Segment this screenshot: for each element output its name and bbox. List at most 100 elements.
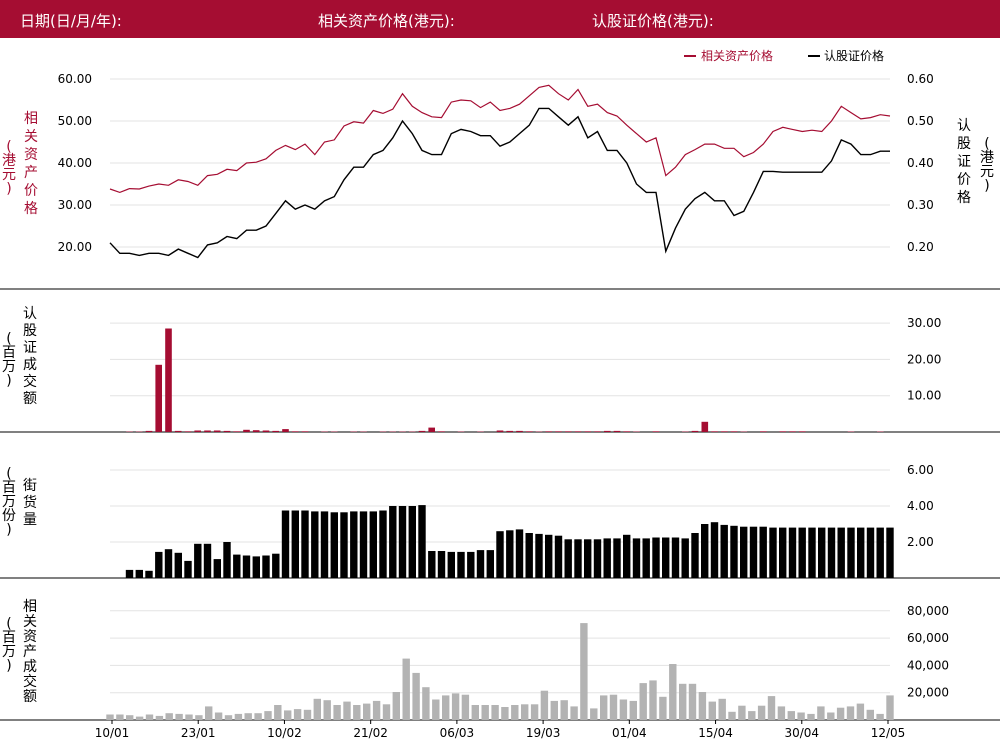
underlying-turnover-bar [570,706,578,720]
outstanding-bar [125,569,134,578]
warrant-turnover-bar [282,429,289,432]
underlying-turnover-bar [165,713,173,720]
outstanding-bar [164,549,173,578]
warrant-turnover-bar [184,431,192,432]
warrant-price-label: 认股证价格(港元): [592,12,714,30]
header-bar: 日期(日/月/年): 相关资产价格(港元): 认股证价格(港元): [0,0,1000,38]
y-tick-label: 20.00 [907,352,941,366]
y-axis-title-right: 认 [957,118,971,134]
warrant-turnover-bar [204,430,211,432]
x-tick-label: 06/03 [440,726,475,740]
outstanding-bar [603,538,611,578]
y-tick-left-label: 50.00 [58,114,92,128]
x-tick-label: 10/01 [95,726,130,740]
outstanding-bar [398,506,407,578]
warrant-turnover-title: 交 [23,373,37,390]
outstanding-bar [554,535,563,578]
warrant-turnover-bar [565,431,572,432]
outstanding-bar [525,533,533,578]
outstanding-bar [584,539,592,578]
y-tick-label: 80,000 [907,604,949,618]
underlying-turnover-bar [175,713,183,720]
warrant-turnover-title: 证 [23,340,37,356]
underlying-price-label: 相关资产价格(港元): [318,12,455,30]
underlying-turnover-bar [382,704,391,720]
outstanding-bar [564,539,572,578]
outstanding-bar [242,555,251,578]
y-axis-title-right: 股 [957,136,971,152]
outstanding-title: 量 [23,512,37,528]
y-tick-label: 6.00 [907,463,934,477]
y-axis-title-right: 证 [957,154,971,170]
warrant-turnover-bar [165,328,172,432]
warrant-turnover-bar [799,431,806,432]
y-tick-label: 60,000 [907,631,949,645]
outstanding-bar [671,537,680,578]
outstanding-bar [730,525,738,578]
warrant-turnover-bar [428,427,435,432]
outstanding-bar [535,533,543,578]
underlying-turnover-bar [471,705,479,720]
underlying-turnover-bar [392,692,400,720]
underlying-turnover-bar [274,705,282,720]
underlying-turnover-bar [313,698,321,720]
underlying-turnover-bar [797,712,805,720]
underlying-turnover-bar [284,710,292,720]
outstanding-title: 街 [23,478,37,494]
underlying-turnover-bar [205,706,213,720]
underlying-turnover-bar [886,695,894,720]
warrant-turnover-bar [506,430,513,432]
warrant-turnover-bar [779,431,787,432]
underlying-turnover-bar [738,705,746,720]
underlying-turnover-bar [264,711,272,720]
outstanding-bar [311,511,319,578]
bar-layer [106,328,894,720]
underlying-turnover-bar [481,705,489,720]
line-layer [109,55,891,259]
warrant-turnover-bar [711,431,718,432]
warrant-turnover-title: 股 [23,323,37,339]
underlying-turnover-bar [827,712,835,720]
outstanding-bar [623,534,631,578]
outstanding-bar [174,552,182,578]
warrant-turnover-bar [174,430,182,432]
warrant-turnover-bar [291,431,299,432]
y-axis-title-left: 产 [24,165,38,181]
outstanding-bar [252,556,260,578]
underlying-turnover-bar [688,683,697,720]
outstanding-bar [320,511,329,578]
y-axis-title-right-unit: 港 [980,150,994,166]
outstanding-bar [642,538,650,578]
underlying-turnover-bar [639,683,647,720]
y-axis-title-right-unit: ( [984,136,989,152]
outstanding-bar [779,527,787,578]
underlying-turnover-bar [560,700,568,720]
outstanding-bar [379,510,387,578]
underlying-turnover-bar [432,699,440,720]
x-tick-label: 15/04 [698,726,733,740]
outstanding-bar [769,527,777,578]
underlying-turnover-bar [600,695,608,720]
underlying-turnover-bar [748,711,756,720]
underlying-turnover-unit: 万 [2,644,16,660]
underlying-turnover-unit: 百 [2,630,16,646]
outstanding-bar [262,555,270,578]
underlying-turnover-title: 产 [23,644,37,660]
warrant-turnover-unit: ( [6,331,11,347]
warrant-price-line [109,107,890,259]
underlying-turnover-bar [649,680,657,720]
outstanding-bar [866,527,875,578]
outstanding-bar [184,560,192,578]
underlying-turnover-bar [116,714,124,720]
underlying-turnover-bar [698,692,707,720]
underlying-turnover-bar [679,683,687,720]
underlying-turnover-bar [669,664,677,720]
underlying-turnover-bar [866,709,874,720]
y-axis-title-left: 格 [24,201,38,217]
outstanding-unit: 份 [2,508,16,524]
underlying-turnover-bar [836,707,845,720]
outstanding-bar [281,510,290,578]
underlying-turnover-unit: ) [6,658,11,674]
outstanding-bar [496,531,504,578]
y-axis-title-left-unit: ) [6,181,11,197]
